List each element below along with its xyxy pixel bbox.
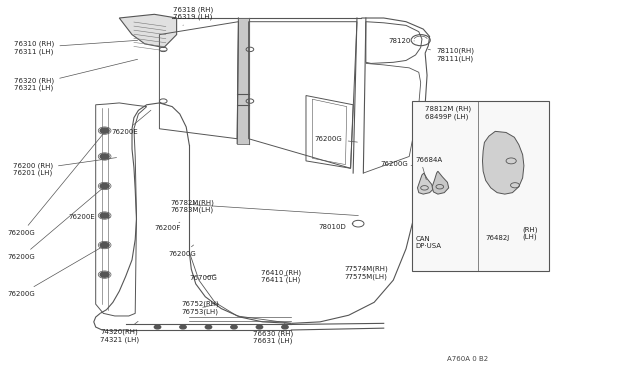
- Circle shape: [282, 325, 288, 329]
- Circle shape: [100, 272, 109, 277]
- Text: 76200G: 76200G: [381, 161, 412, 167]
- Text: 76410 (RH)
76411 (LH): 76410 (RH) 76411 (LH): [261, 269, 301, 283]
- Text: 78120: 78120: [389, 38, 414, 44]
- Circle shape: [100, 213, 109, 218]
- Circle shape: [205, 325, 212, 329]
- Text: 76200G: 76200G: [8, 134, 104, 236]
- Text: 76200G: 76200G: [8, 188, 103, 260]
- Polygon shape: [237, 18, 248, 144]
- Bar: [412, 101, 549, 271]
- Text: 78110(RH)
78111(LH): 78110(RH) 78111(LH): [428, 48, 474, 62]
- Text: A760A 0 B2: A760A 0 B2: [447, 356, 488, 362]
- Text: 76320 (RH)
76321 (LH): 76320 (RH) 76321 (LH): [14, 59, 138, 92]
- Text: 76200F: 76200F: [154, 222, 180, 231]
- Text: 76782M(RH)
76783M(LH): 76782M(RH) 76783M(LH): [170, 199, 214, 213]
- Text: 76200G: 76200G: [168, 245, 196, 257]
- Text: 76310 (RH)
76311 (LH): 76310 (RH) 76311 (LH): [14, 40, 138, 55]
- Text: 76684A: 76684A: [415, 157, 443, 163]
- Circle shape: [154, 325, 161, 329]
- Circle shape: [180, 325, 186, 329]
- Polygon shape: [432, 171, 449, 194]
- Text: 76200G: 76200G: [315, 136, 357, 142]
- Text: (RH)
(LH): (RH) (LH): [523, 226, 538, 240]
- Text: 76200E: 76200E: [111, 110, 151, 135]
- Polygon shape: [483, 131, 524, 194]
- Text: 78010D: 78010D: [319, 224, 353, 230]
- Text: 74320(RH)
74321 (LH): 74320(RH) 74321 (LH): [100, 321, 140, 343]
- Polygon shape: [417, 173, 433, 194]
- Text: 76318 (RH)
76319 (LH): 76318 (RH) 76319 (LH): [173, 6, 214, 25]
- Text: 76200E: 76200E: [68, 214, 110, 220]
- Polygon shape: [119, 14, 177, 48]
- Text: 77574M(RH)
77575M(LH): 77574M(RH) 77575M(LH): [344, 266, 388, 280]
- Text: 76700G: 76700G: [189, 275, 217, 280]
- Text: 76752(RH)
76753(LH): 76752(RH) 76753(LH): [181, 301, 219, 315]
- Text: 76630 (RH)
76631 (LH): 76630 (RH) 76631 (LH): [253, 323, 293, 344]
- Text: 78812M (RH)
68499P (LH): 78812M (RH) 68499P (LH): [425, 106, 471, 119]
- Text: 76482J: 76482J: [486, 235, 510, 241]
- Circle shape: [256, 325, 262, 329]
- Circle shape: [100, 183, 109, 189]
- Text: 76200 (RH)
76201 (LH): 76200 (RH) 76201 (LH): [13, 158, 116, 176]
- Circle shape: [100, 154, 109, 159]
- Text: CAN
DP·USA: CAN DP·USA: [415, 235, 442, 248]
- Text: 76200G: 76200G: [8, 247, 103, 297]
- Circle shape: [100, 243, 109, 248]
- Circle shape: [100, 128, 109, 133]
- Circle shape: [231, 325, 237, 329]
